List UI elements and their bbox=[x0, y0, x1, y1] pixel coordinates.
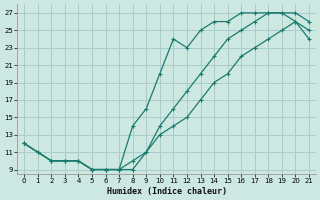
X-axis label: Humidex (Indice chaleur): Humidex (Indice chaleur) bbox=[107, 187, 227, 196]
